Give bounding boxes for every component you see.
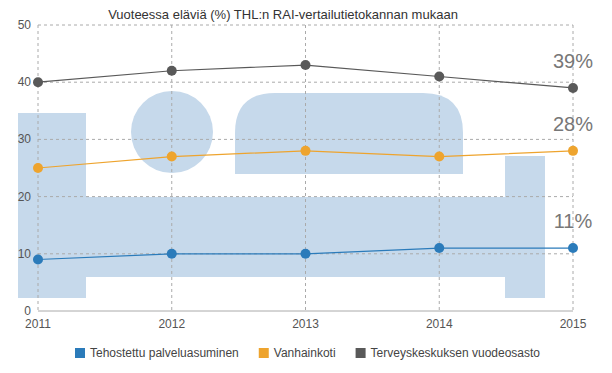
data-label: 11% (554, 210, 593, 232)
x-tick-label: 2015 (560, 317, 587, 331)
y-tick-label: 0 (24, 304, 31, 318)
grid (38, 25, 573, 311)
series-point (167, 66, 177, 76)
bed-headboard (18, 113, 86, 298)
bed-blanket (235, 93, 463, 174)
series-point (33, 163, 43, 173)
series-point (167, 249, 177, 259)
x-tick-label: 2011 (25, 317, 51, 331)
series-point (33, 255, 43, 265)
series-line (38, 248, 573, 259)
x-tick-label: 2014 (426, 317, 453, 331)
bed-body (86, 197, 505, 277)
y-tick-label: 40 (18, 75, 32, 89)
series-point (33, 77, 43, 87)
series-point (301, 249, 311, 259)
legend: Tehostettu palveluasuminen Vanhainkoti Ter… (75, 346, 540, 360)
bed-illustration (18, 91, 545, 298)
legend-label: Tehostettu palveluasuminen (90, 346, 239, 360)
series-point (434, 243, 444, 253)
legend-label: Terveyskeskuksen vuodeosasto (371, 346, 541, 360)
data-label: 39% (553, 50, 593, 72)
series-point (568, 83, 578, 93)
y-tick-label: 10 (18, 247, 32, 261)
data-labels: 11% 28% 39% (553, 50, 593, 232)
series-point (301, 146, 311, 156)
legend-label: Vanhainkoti (274, 346, 336, 360)
chart: Vuoteessa eläviä (%) THL:n RAI-vertailut… (0, 0, 612, 373)
series-point (568, 243, 578, 253)
series-point (434, 152, 444, 162)
bed-footboard (505, 156, 545, 298)
legend-swatch (75, 348, 85, 358)
y-tick-label: 20 (18, 190, 32, 204)
series-point (167, 152, 177, 162)
legend-swatch (259, 348, 269, 358)
legend-swatch (356, 348, 366, 358)
y-tick-label: 30 (18, 132, 32, 146)
series-point (434, 71, 444, 81)
plot-marks (33, 60, 578, 264)
y-tick-label: 50 (18, 18, 32, 32)
data-label: 28% (553, 113, 593, 135)
series-point (568, 146, 578, 156)
x-tick-label: 2012 (158, 317, 185, 331)
x-tick-label: 2013 (292, 317, 319, 331)
x-grid-line (439, 25, 440, 311)
title: Vuoteessa eläviä (%) THL:n RAI-vertailut… (108, 7, 458, 22)
y-grid-line (38, 196, 573, 197)
series-point (301, 60, 311, 70)
